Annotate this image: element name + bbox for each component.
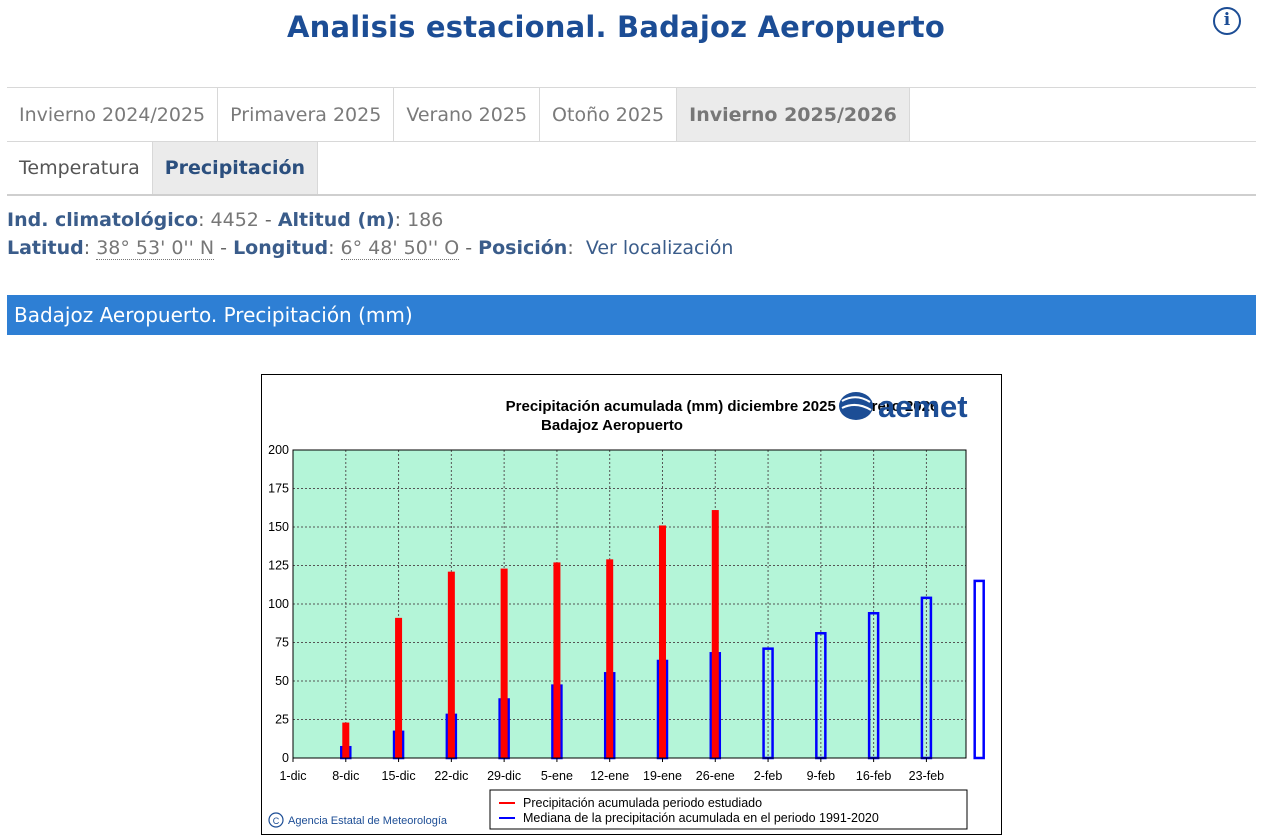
precipitation-chart: Precipitación acumulada (mm) diciembre 2… <box>261 374 1002 835</box>
alt-label: Altitud (m) <box>277 209 395 231</box>
median-bar <box>973 579 985 760</box>
ind-label: Ind. climatológico <box>7 209 199 231</box>
copyright-icon <box>268 812 284 828</box>
tab-verano-2025[interactable]: Verano 2025 <box>393 88 539 141</box>
x-tick-label: 26-ene <box>696 769 735 783</box>
observed-bar <box>447 571 455 758</box>
x-tick-label: 2-feb <box>754 769 783 783</box>
tab-invierno-2025-2026[interactable]: Invierno 2025/2026 <box>676 88 910 141</box>
tab-invierno-2024-2025[interactable]: Invierno 2024/2025 <box>19 103 206 126</box>
lat-value: 38° 53' 0'' N <box>96 237 215 260</box>
observed-bar <box>553 562 561 758</box>
observed-bar <box>342 722 350 758</box>
lon-value: 6° 48' 50'' O <box>340 237 460 260</box>
y-tick-label: 125 <box>268 559 289 573</box>
tab-temperatura[interactable]: Temperatura <box>19 157 140 179</box>
tab-primavera-2025[interactable]: Primavera 2025 <box>217 88 393 141</box>
credit-text: Agencia Estatal de Meteorología <box>288 815 448 827</box>
lon-label: Longitud <box>233 237 329 259</box>
info-circle-icon[interactable]: i <box>1213 7 1241 35</box>
ver-localizacion-link[interactable]: Ver localización <box>585 237 734 259</box>
alt-value: 186 <box>407 209 444 231</box>
ind-value: 4452 <box>210 209 259 231</box>
bars-layer <box>340 510 985 760</box>
observed-bar <box>606 559 614 758</box>
y-tick-label: 0 <box>282 751 289 765</box>
chart-legend: Precipitación acumulada periodo estudiad… <box>489 789 968 830</box>
pos-label: Posición <box>478 237 568 259</box>
x-tick-label: 23-feb <box>909 769 944 783</box>
x-tick-label: 5-ene <box>541 769 573 783</box>
x-tick-label: 22-dic <box>434 769 468 783</box>
observed-bar <box>658 525 666 758</box>
y-tick-label: 75 <box>275 636 289 650</box>
variable-tabs: Temperatura Precipitación <box>7 141 1256 196</box>
x-tick-label: 29-dic <box>487 769 521 783</box>
svg-text:C: C <box>273 816 280 826</box>
observed-bar <box>395 617 403 758</box>
credit: C Agencia Estatal de Meteorología <box>268 812 448 828</box>
tab-precipitacion[interactable]: Precipitación <box>151 142 319 194</box>
y-tick-label: 150 <box>268 520 289 534</box>
y-tick-label: 200 <box>268 443 289 457</box>
station-info-line-2: Latitud: 38° 53' 0'' N - Longitud: 6° 48… <box>7 237 734 260</box>
axis-layer: 0 25 50 75 100 125 150 175 200 1-dic 8-dic 15-dic 22… <box>268 443 967 783</box>
chart-subtitle: Badajoz Aeropuerto <box>541 417 683 434</box>
section-header: Badajoz Aeropuerto. Precipitación (mm) <box>7 295 1256 335</box>
plot-border <box>292 449 967 759</box>
season-tabs: Invierno 2024/2025 Primavera 2025 Verano… <box>7 87 1256 143</box>
x-tick-label: 16-feb <box>856 769 891 783</box>
y-tick-label: 50 <box>275 674 289 688</box>
y-tick-label: 25 <box>275 713 289 727</box>
x-tick-label: 12-ene <box>590 769 629 783</box>
legend-median-label: Mediana de la precipitación acumulada en… <box>523 811 879 825</box>
aemet-logo: aemet <box>839 389 968 424</box>
x-tick-label: 8-dic <box>332 769 359 783</box>
x-tick-label: 9-feb <box>807 769 836 783</box>
station-info-line-1: Ind. climatológico: 4452 - Altitud (m): … <box>7 209 444 231</box>
x-tick-label: 19-ene <box>643 769 682 783</box>
observed-bar <box>711 510 719 758</box>
aemet-logo-text: aemet <box>878 389 968 424</box>
chart-svg: Precipitación acumulada (mm) diciembre 2… <box>268 389 985 830</box>
y-tick-label: 100 <box>268 597 289 611</box>
x-tick-label: 1-dic <box>279 769 306 783</box>
chart-title: Precipitación acumulada (mm) diciembre 2… <box>506 398 939 415</box>
y-tick-label: 175 <box>268 482 289 496</box>
page-title: Analisis estacional. Badajoz Aeropuerto <box>287 10 945 44</box>
x-tick-label: 15-dic <box>382 769 416 783</box>
tab-otono-2025[interactable]: Otoño 2025 <box>539 88 676 141</box>
lat-label: Latitud <box>7 237 84 259</box>
legend-observed-label: Precipitación acumulada periodo estudiad… <box>523 796 762 810</box>
observed-bar <box>500 568 508 758</box>
